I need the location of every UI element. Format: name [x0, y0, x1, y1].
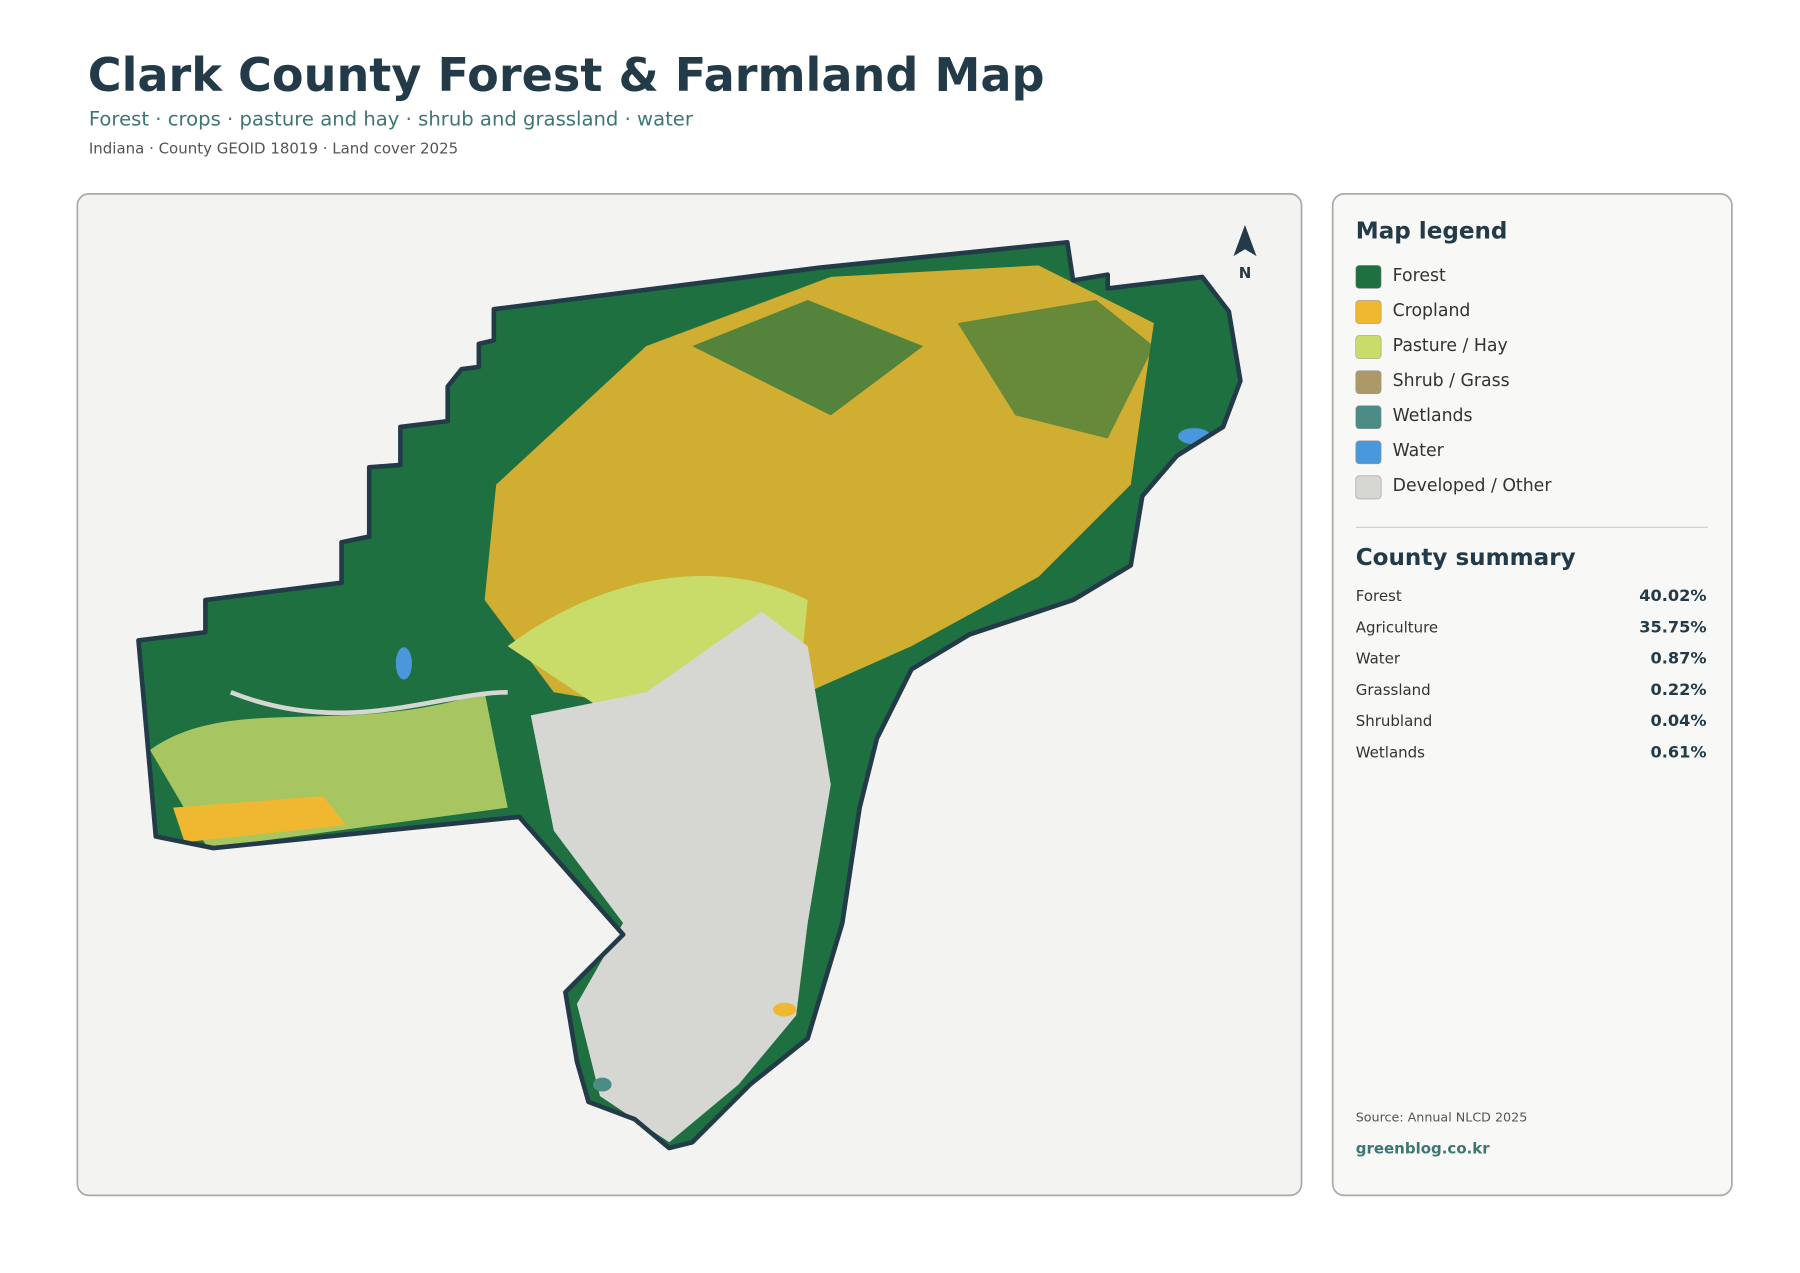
- legend-label: Wetlands: [1393, 406, 1473, 426]
- legend-label: Water: [1393, 441, 1445, 461]
- summary-value: 0.22%: [1651, 680, 1707, 699]
- summary-rows: Forest 40.02% Agriculture 35.75% Water 0.87% G…: [1356, 586, 1707, 761]
- site: greenblog.co.kr: [1356, 1140, 1491, 1158]
- summary-title: County summary: [1356, 545, 1576, 571]
- wetland: [593, 1077, 612, 1092]
- summary-value: 35.75%: [1639, 617, 1706, 636]
- legend-items: Forest Cropland Pasture / Hay Shrub / Grass…: [1355, 265, 1553, 500]
- title: Clark County Forest & Farmland Map: [88, 48, 1045, 102]
- summary-label: Wetlands: [1356, 743, 1425, 761]
- legend-swatch: [1355, 300, 1382, 324]
- legend-swatch: [1355, 405, 1382, 430]
- summary-value: 40.02%: [1639, 586, 1706, 605]
- summary-value: 0.61%: [1651, 742, 1707, 761]
- summary-label: Agriculture: [1356, 618, 1438, 636]
- legend-label: Developed / Other: [1393, 476, 1553, 496]
- river: [229, 689, 508, 716]
- north-arrow: [1233, 224, 1257, 257]
- summary-label: Forest: [1356, 587, 1402, 605]
- county-boundary: [136, 239, 1243, 1151]
- forest-area: [957, 299, 1154, 439]
- cropland-area: [173, 796, 347, 843]
- summary-value: 0.87%: [1651, 649, 1707, 668]
- legend-swatch: [1355, 440, 1382, 465]
- summary-label: Grassland: [1356, 681, 1431, 699]
- legend-title: Map legend: [1356, 218, 1508, 244]
- legend-label: Cropland: [1393, 301, 1471, 321]
- north-label: N: [1239, 264, 1252, 282]
- source: Source: Annual NLCD 2025: [1356, 1110, 1528, 1125]
- summary-label: Shrubland: [1356, 712, 1433, 730]
- summary-value: 0.04%: [1651, 711, 1707, 730]
- subtitle: Forest · crops · pasture and hay · shrub…: [89, 107, 694, 130]
- legend-panel: [1331, 192, 1733, 1197]
- legend-label: Shrub / Grass: [1393, 371, 1510, 391]
- meta: Indiana · County GEOID 18019 · Land cove…: [89, 139, 458, 157]
- summary-label: Water: [1356, 650, 1401, 668]
- cropland-area: [773, 1002, 797, 1017]
- legend-swatch: [1355, 475, 1382, 500]
- legend-swatch: [1355, 265, 1382, 289]
- legend-swatch: [1355, 370, 1382, 394]
- legend-swatch: [1355, 335, 1382, 359]
- legend-label: Pasture / Hay: [1393, 336, 1508, 356]
- developed-area: [530, 611, 831, 1143]
- legend-label: Forest: [1393, 266, 1446, 286]
- forest-area: [692, 299, 924, 416]
- water-body: [395, 647, 412, 680]
